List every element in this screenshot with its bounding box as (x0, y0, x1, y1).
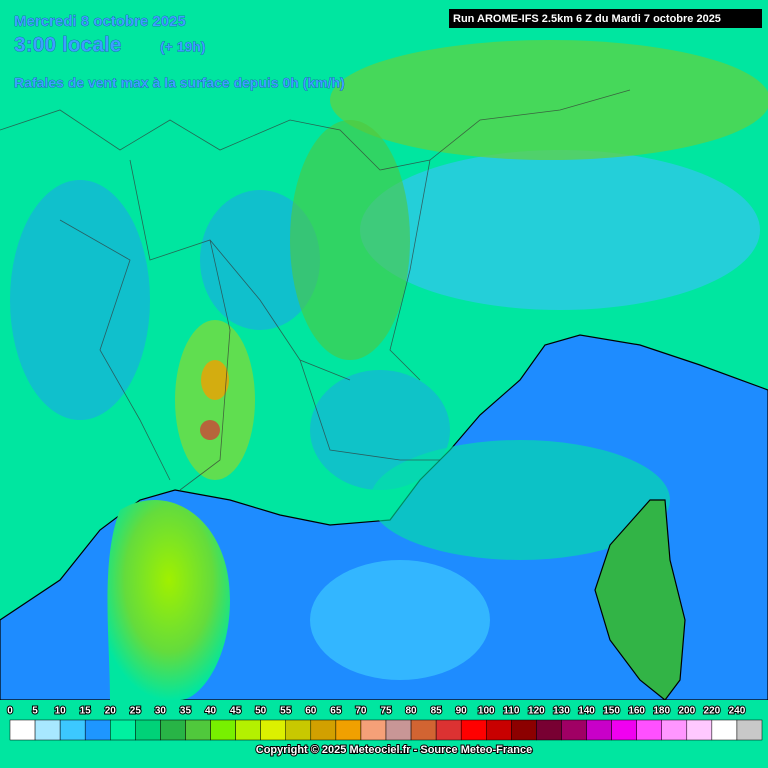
legend-swatch (661, 719, 688, 741)
run-box (449, 9, 762, 28)
legend-swatch (410, 719, 437, 741)
legend-label: 40 (205, 706, 217, 717)
wind-plume (107, 500, 230, 700)
legend-label: 100 (478, 706, 495, 717)
legend-label: 35 (180, 706, 192, 717)
legend-swatch (536, 719, 562, 741)
legend: 0 5 10 15 20 25 30 35 40 45 50 55 60 65 70 75 80 85 90 100 1… (6, 705, 763, 741)
terrain (10, 40, 768, 490)
legend-swatch (561, 719, 587, 741)
legend-label: 50 (255, 706, 267, 717)
borders (0, 89, 631, 491)
legend-label: 130 (553, 706, 570, 717)
legend-label: 10 (55, 706, 67, 717)
legend-swatch (611, 719, 637, 741)
legend-swatch (160, 719, 186, 741)
legend-swatch (110, 719, 136, 741)
legend-swatch (385, 719, 412, 741)
legend-label: 150 (603, 706, 620, 717)
legend-swatch (486, 719, 512, 741)
legend-label: 5 (32, 706, 38, 717)
legend-label: 20 (105, 706, 117, 717)
legend-swatch (135, 719, 161, 741)
run: Run AROME-IFS 2.5km 6 Z du Mardi 7 octob… (453, 13, 721, 25)
legend-label: 85 (431, 706, 443, 717)
legend-swatch (636, 719, 662, 741)
legend-label: 70 (355, 706, 367, 717)
legend-swatch (210, 719, 236, 741)
legend-label: 180 (653, 706, 670, 717)
legend-label: 60 (305, 706, 317, 717)
date: Mercredi 8 octobre 2025 (14, 13, 186, 30)
legend-swatch (9, 719, 36, 741)
legend-swatch (460, 719, 487, 741)
legend-label: 110 (503, 706, 520, 717)
legend-swatch (335, 719, 362, 741)
legend-swatch (84, 719, 111, 741)
legend-label: 160 (628, 706, 645, 717)
legend-label: 30 (155, 706, 167, 717)
legend-label: 120 (528, 706, 545, 717)
legend-swatch (285, 719, 312, 741)
legend-swatch (586, 719, 612, 741)
legend-label: 90 (456, 706, 468, 717)
legend-label: 55 (280, 706, 292, 717)
legend-swatch (711, 719, 738, 741)
time: 3:00 locale (14, 34, 121, 57)
legend-label: 200 (678, 706, 695, 717)
legend-label: 240 (729, 706, 746, 717)
legend-label: 15 (80, 706, 92, 717)
legend-swatch (185, 719, 211, 741)
sea-calm (310, 560, 490, 680)
legend-label: 25 (130, 706, 142, 717)
legend-label: 140 (578, 706, 595, 717)
legend-label: 0 (7, 706, 13, 717)
sea-band (370, 440, 670, 560)
legend-swatch (34, 719, 61, 741)
legend-swatch (310, 719, 337, 741)
legend-swatch (736, 719, 763, 741)
offset: (+ 19h) (160, 39, 206, 55)
legend-label: 220 (704, 706, 721, 717)
copyright: Copyright © 2025 Meteociel.fr - Source M… (256, 744, 532, 756)
parameter: Rafales de vent max à la surface depuis … (14, 75, 345, 91)
legend-swatch (235, 719, 261, 741)
legend-swatch (686, 719, 713, 741)
legend-swatch (435, 719, 462, 741)
legend-label: 45 (230, 706, 242, 717)
legend-swatch (511, 719, 537, 741)
legend-swatch (59, 719, 86, 741)
legend-swatch (360, 719, 387, 741)
legend-label: 80 (406, 706, 418, 717)
legend-label: 65 (330, 706, 342, 717)
legend-label: 75 (380, 706, 392, 717)
legend-swatch (260, 719, 286, 741)
